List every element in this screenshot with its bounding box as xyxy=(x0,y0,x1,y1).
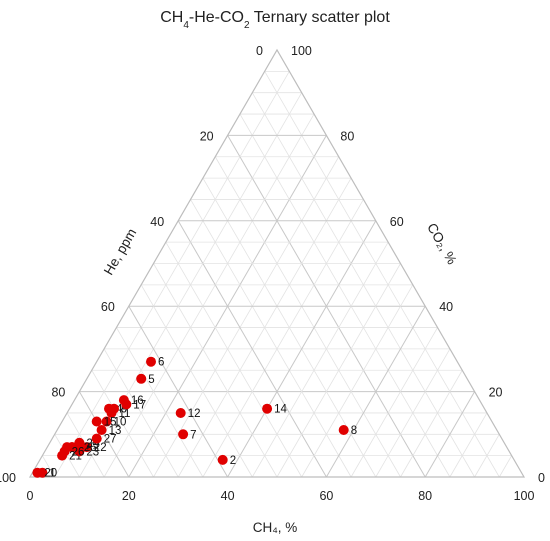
right-axis-label: CO₂, % xyxy=(424,221,459,267)
grid-line-he-15 xyxy=(239,113,451,478)
grid-line-he-55 xyxy=(140,284,253,478)
point-label-13: 13 xyxy=(109,425,122,437)
grid-line-ch4-80 xyxy=(424,391,476,478)
point-12 xyxy=(175,408,186,418)
bottom-axis-label: CH₄, % xyxy=(253,520,298,535)
point-label-26: 26 xyxy=(72,446,85,458)
right-tick-0: 0 xyxy=(538,471,545,485)
point-label-22: 22 xyxy=(94,442,107,454)
chart-title-sub2: 2 xyxy=(244,20,250,31)
point-11 xyxy=(106,407,117,418)
point-label-6: 6 xyxy=(158,357,164,369)
point-label-25: 25 xyxy=(84,442,97,454)
right-tick-100: 100 xyxy=(291,44,312,58)
grid-line-ch4-50 xyxy=(276,263,401,478)
left-tick-20: 20 xyxy=(200,129,214,143)
left-tick-100: 100 xyxy=(0,471,16,485)
point-20 xyxy=(32,467,43,478)
point-label-9: 9 xyxy=(121,404,127,416)
point-label-14: 14 xyxy=(274,404,287,416)
grid-line-he-75 xyxy=(91,370,154,478)
grid-line-ch4-5 xyxy=(54,71,290,478)
grid-line-ch4-75 xyxy=(400,370,463,478)
point-label-4: 4 xyxy=(116,404,123,416)
grid-line-he-5 xyxy=(264,71,500,478)
grid-line-ch4-35 xyxy=(202,199,364,478)
grid-line-ch4-55 xyxy=(301,284,414,478)
grid-line-ch4-90 xyxy=(474,434,500,478)
right-tick-40: 40 xyxy=(439,300,453,314)
point-label-8: 8 xyxy=(351,425,357,437)
grid-line-ch4-65 xyxy=(350,327,438,478)
point-label-2: 2 xyxy=(230,455,236,467)
point-6 xyxy=(146,356,156,367)
chart-title: CH4-He-CO2 Ternary scatter plot xyxy=(160,9,390,31)
point-label-5: 5 xyxy=(148,374,154,386)
point-label-7: 7 xyxy=(190,429,196,441)
point-label-12: 12 xyxy=(188,408,201,420)
point-label-1: 1 xyxy=(49,468,55,480)
left-tick-40: 40 xyxy=(150,215,164,229)
chart-title-pre: CH xyxy=(160,9,183,26)
point-26 xyxy=(59,446,70,457)
grid-lines xyxy=(42,70,512,478)
left-tick-0: 0 xyxy=(256,44,263,58)
bottom-tick-80: 80 xyxy=(418,489,432,503)
point-14 xyxy=(262,403,273,414)
triangle-frame xyxy=(28,48,526,478)
right-tick-60: 60 xyxy=(390,215,404,229)
point-10 xyxy=(101,416,112,427)
point-8 xyxy=(338,425,349,435)
point-label-16: 16 xyxy=(131,395,144,407)
grid-line-ch4-25 xyxy=(153,156,340,478)
left-tick-80: 80 xyxy=(51,386,65,400)
grid-line-he-95 xyxy=(42,455,56,478)
point-27 xyxy=(91,433,102,444)
grid-line-he-60 xyxy=(128,305,229,478)
left-axis-label: He, ppm xyxy=(101,226,140,278)
point-label-15: 15 xyxy=(104,417,117,429)
bottom-tick-40: 40 xyxy=(221,489,235,503)
point-label-10: 10 xyxy=(114,417,127,429)
grid-line-he-35 xyxy=(190,199,352,478)
bottom-tick-20: 20 xyxy=(122,489,136,503)
right-tick-20: 20 xyxy=(489,386,503,400)
grid-line-he-25 xyxy=(214,156,401,478)
bottom-tick-0: 0 xyxy=(27,489,34,503)
chart-title-mid1: -He-CO xyxy=(189,9,244,26)
bottom-tick-100: 100 xyxy=(514,489,535,503)
grid-line-he-65 xyxy=(116,327,204,478)
point-label-27: 27 xyxy=(104,434,117,446)
grid-line-ch4-95 xyxy=(498,455,512,478)
grid-line-ch4-60 xyxy=(325,305,426,478)
point-13 xyxy=(96,425,107,435)
tick-labels: 020406080100020406080100020406080100 xyxy=(0,44,545,503)
chart-title-post: Ternary scatter plot xyxy=(250,9,391,26)
point-label-11: 11 xyxy=(119,408,131,420)
bottom-tick-60: 60 xyxy=(319,489,333,503)
point-label-20: 20 xyxy=(44,468,57,480)
grid-line-ch4-85 xyxy=(449,412,488,478)
point-label-17: 17 xyxy=(133,399,146,411)
point-5 xyxy=(136,373,147,384)
right-tick-80: 80 xyxy=(340,129,354,143)
point-15 xyxy=(91,416,102,427)
triangle-outline xyxy=(28,48,526,478)
grid-line-he-45 xyxy=(165,241,303,478)
point-25 xyxy=(71,442,82,453)
grid-line-ch4-45 xyxy=(251,241,389,478)
chart-title-sub1: 4 xyxy=(183,20,189,31)
data-points: 1234567891011121314151617181920212223242… xyxy=(32,356,357,480)
point-label-23: 23 xyxy=(86,446,99,458)
grid-line-he-70 xyxy=(103,348,179,478)
grid-line-he-50 xyxy=(153,263,278,478)
point-22 xyxy=(81,442,92,453)
point-17 xyxy=(121,399,132,410)
left-tick-60: 60 xyxy=(101,300,115,314)
grid-line-ch4-70 xyxy=(375,348,451,478)
point-7 xyxy=(178,429,189,440)
point-2 xyxy=(217,454,228,465)
grid-line-ch4-15 xyxy=(103,113,315,478)
